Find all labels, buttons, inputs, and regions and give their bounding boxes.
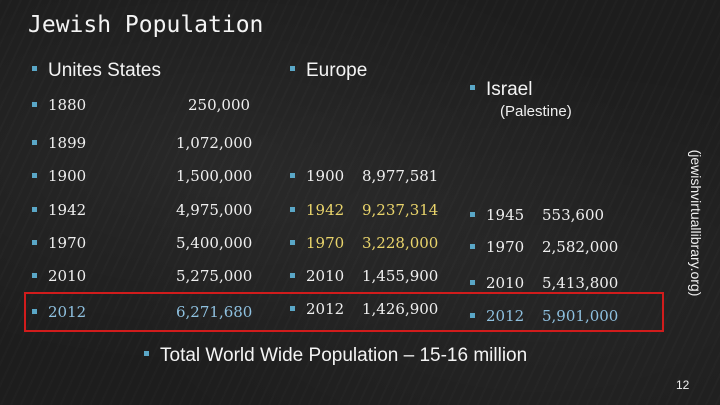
us-row: 2012 <box>32 303 86 321</box>
europe-value: 3,228,000 <box>362 234 439 252</box>
israel-year: 1945 <box>486 206 525 224</box>
israel-year: 2010 <box>486 274 525 292</box>
us-row: 1942 <box>32 201 86 219</box>
us-value: 1,072,000 <box>176 134 253 152</box>
bullet-icon <box>470 312 475 318</box>
bullet-icon <box>470 279 475 285</box>
us-header-label: Unites States <box>48 60 161 81</box>
page-number: 12 <box>676 378 690 392</box>
israel-value: 5,901,000 <box>542 307 619 325</box>
us-row: 1899 <box>32 134 86 152</box>
israel-year: 1970 <box>486 238 525 256</box>
us-year: 1970 <box>48 234 87 252</box>
highlight-box-2012 <box>24 292 664 332</box>
europe-value: 1,455,900 <box>362 267 439 285</box>
us-value: 6,271,680 <box>176 303 253 321</box>
europe-year: 2012 <box>306 300 345 318</box>
bullet-icon <box>290 206 295 212</box>
israel-row: 1970 <box>470 238 524 256</box>
bullet-icon <box>32 308 37 314</box>
bullet-icon <box>470 211 475 217</box>
bullet-icon <box>32 239 37 245</box>
us-value: 4,975,000 <box>176 201 253 219</box>
europe-value: 8,977,581 <box>362 167 439 185</box>
slide-title: Jewish Population <box>28 12 264 38</box>
europe-row: 1942 <box>290 201 344 219</box>
europe-header-label: Europe <box>306 60 368 81</box>
israel-header: Israel <box>470 79 532 101</box>
bullet-icon <box>144 351 149 357</box>
bullet-icon <box>290 66 295 72</box>
bullet-icon <box>290 272 295 278</box>
us-row: 1880 <box>32 96 86 114</box>
us-row: 2010 <box>32 267 86 285</box>
us-year: 1899 <box>48 134 87 152</box>
us-year: 1900 <box>48 167 87 185</box>
israel-value: 2,582,000 <box>542 238 619 256</box>
us-value: 5,275,000 <box>176 267 253 285</box>
us-value: 1,500,000 <box>176 167 253 185</box>
bullet-icon <box>470 243 475 249</box>
bullet-icon <box>290 239 295 245</box>
israel-year: 2012 <box>486 307 525 325</box>
bullet-icon <box>470 85 475 91</box>
europe-value: 9,237,314 <box>362 201 439 219</box>
us-year: 2012 <box>48 303 87 321</box>
europe-year: 1900 <box>306 167 345 185</box>
us-value: 250,000 <box>188 96 251 114</box>
bullet-icon <box>32 101 37 107</box>
us-row: 1970 <box>32 234 86 252</box>
bullet-icon <box>32 206 37 212</box>
bullet-icon <box>32 172 37 178</box>
europe-row: 1900 <box>290 167 344 185</box>
europe-year: 1970 <box>306 234 345 252</box>
bullet-icon <box>32 272 37 278</box>
israel-header-label: Israel <box>486 79 533 100</box>
europe-value: 1,426,900 <box>362 300 439 318</box>
israel-row: 2012 <box>470 307 524 325</box>
europe-row: 2010 <box>290 267 344 285</box>
total-population: Total World Wide Population – 15-16 mill… <box>144 345 527 367</box>
europe-row: 1970 <box>290 234 344 252</box>
bullet-icon <box>32 66 37 72</box>
europe-row: 2012 <box>290 300 344 318</box>
us-year: 2010 <box>48 267 87 285</box>
europe-header: Europe <box>290 60 367 82</box>
source-note-text: (jewishvirtuallibrary.org) <box>688 149 704 297</box>
source-note: (jewishvirtuallibrary.org) <box>686 128 706 318</box>
israel-subheader: (Palestine) <box>500 103 572 120</box>
israel-value: 553,600 <box>542 206 605 224</box>
israel-row: 1945 <box>470 206 524 224</box>
israel-value: 5,413,800 <box>542 274 619 292</box>
bullet-icon <box>32 139 37 145</box>
bullet-icon <box>290 305 295 311</box>
israel-row: 2010 <box>470 274 524 292</box>
total-population-text: Total World Wide Population – 15-16 mill… <box>160 345 528 366</box>
us-year: 1942 <box>48 201 87 219</box>
us-row: 1900 <box>32 167 86 185</box>
europe-year: 1942 <box>306 201 345 219</box>
bullet-icon <box>290 172 295 178</box>
us-header: Unites States <box>32 60 161 82</box>
europe-year: 2010 <box>306 267 345 285</box>
us-year: 1880 <box>48 96 87 114</box>
us-value: 5,400,000 <box>176 234 253 252</box>
